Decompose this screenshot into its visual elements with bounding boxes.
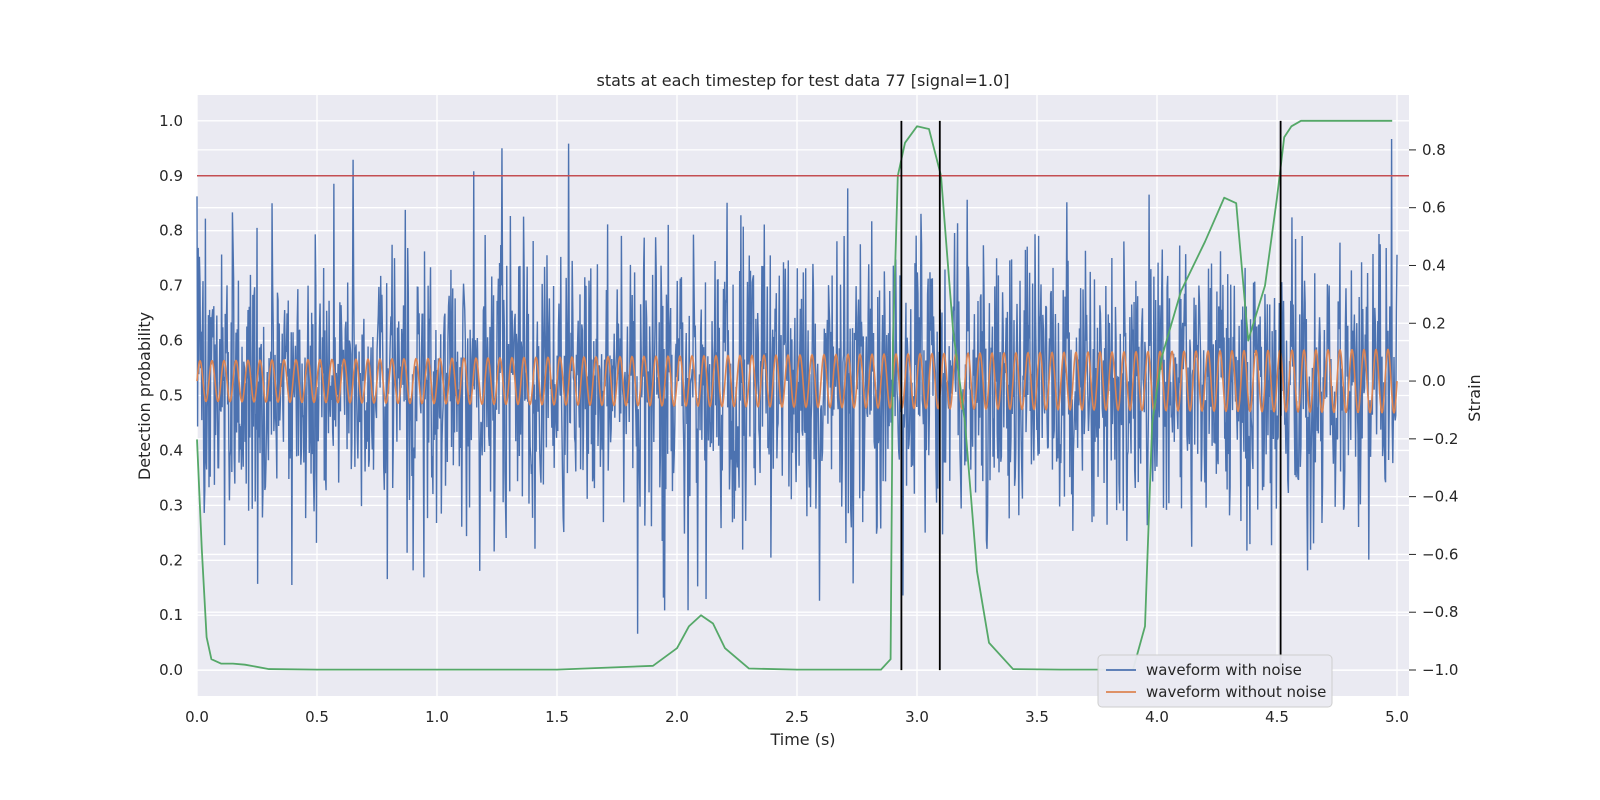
- x-tick-label: 3.0: [905, 708, 929, 726]
- x-axis-title: Time (s): [769, 730, 835, 749]
- right-y-tick-label: −0.4: [1422, 488, 1458, 506]
- series-waveform-with-noise: [196, 139, 1398, 634]
- x-tick-label: 2.0: [665, 708, 689, 726]
- x-tick-label: 3.5: [1025, 708, 1049, 726]
- right-y-axis-title: Strain: [1465, 374, 1484, 421]
- series-layer: [196, 119, 1409, 671]
- left-y-tick-label: 0.2: [159, 551, 183, 569]
- x-tick-label: 0.5: [305, 708, 329, 726]
- legend-label: waveform with noise: [1146, 661, 1302, 679]
- right-y-tick-label: −0.2: [1422, 430, 1458, 448]
- right-y-tick-label: 0.8: [1422, 141, 1446, 159]
- x-tick-label: 4.0: [1145, 708, 1169, 726]
- right-y-tick-label: 0.2: [1422, 314, 1446, 332]
- left-y-tick-label: 0.7: [159, 277, 183, 295]
- left-y-tick-label: 0.6: [159, 332, 183, 350]
- left-y-axis-ticks: 0.0 0.1 0.2 0.3 0.4 0.5 0.6 0.7 0.8 0.9 1.0: [159, 112, 183, 679]
- x-tick-label: 1.5: [545, 708, 569, 726]
- x-tick-label: 2.5: [785, 708, 809, 726]
- vertical-markers: [900, 120, 1282, 671]
- left-y-tick-label: 0.5: [159, 387, 183, 405]
- left-y-tick-label: 0.3: [159, 496, 183, 514]
- left-y-tick-label: 0.9: [159, 167, 183, 185]
- series-waveform-without-noise: [196, 348, 1398, 414]
- left-y-tick-label: 1.0: [159, 112, 183, 130]
- x-tick-label: 5.0: [1385, 708, 1409, 726]
- x-tick-label: 1.0: [425, 708, 449, 726]
- left-y-tick-label: 0.0: [159, 661, 183, 679]
- left-y-tick-label: 0.8: [159, 222, 183, 240]
- x-tick-label: 4.5: [1265, 708, 1289, 726]
- x-axis-ticks: 0.0 0.5 1.0 1.5 2.0 2.5 3.0 3.5 4.0 4.5 5.0: [185, 708, 1409, 726]
- x-tick-label: 0.0: [185, 708, 209, 726]
- legend-label: waveform without noise: [1146, 683, 1326, 701]
- right-y-axis-ticks: −1.0 −0.8 −0.6 −0.4 −0.2 0.0 0.2 0.4 0.6 0.8: [1409, 141, 1458, 679]
- right-y-tick-label: −0.6: [1422, 545, 1458, 563]
- left-y-axis-title: Detection probability: [135, 312, 154, 480]
- legend: waveform with noise waveform without nois…: [1097, 654, 1333, 708]
- right-y-tick-label: −0.8: [1422, 603, 1458, 621]
- right-y-tick-label: 0.0: [1422, 372, 1446, 390]
- right-y-tick-label: −1.0: [1422, 661, 1458, 679]
- series-detection-probability: [196, 119, 1393, 671]
- right-y-tick-label: 0.6: [1422, 199, 1446, 217]
- right-y-tick-label: 0.4: [1422, 256, 1446, 274]
- legend-box: [1097, 654, 1333, 708]
- left-y-tick-label: 0.1: [159, 606, 183, 624]
- chart-title: stats at each timestep for test data 77 …: [597, 71, 1010, 90]
- left-y-tick-label: 0.4: [159, 441, 183, 459]
